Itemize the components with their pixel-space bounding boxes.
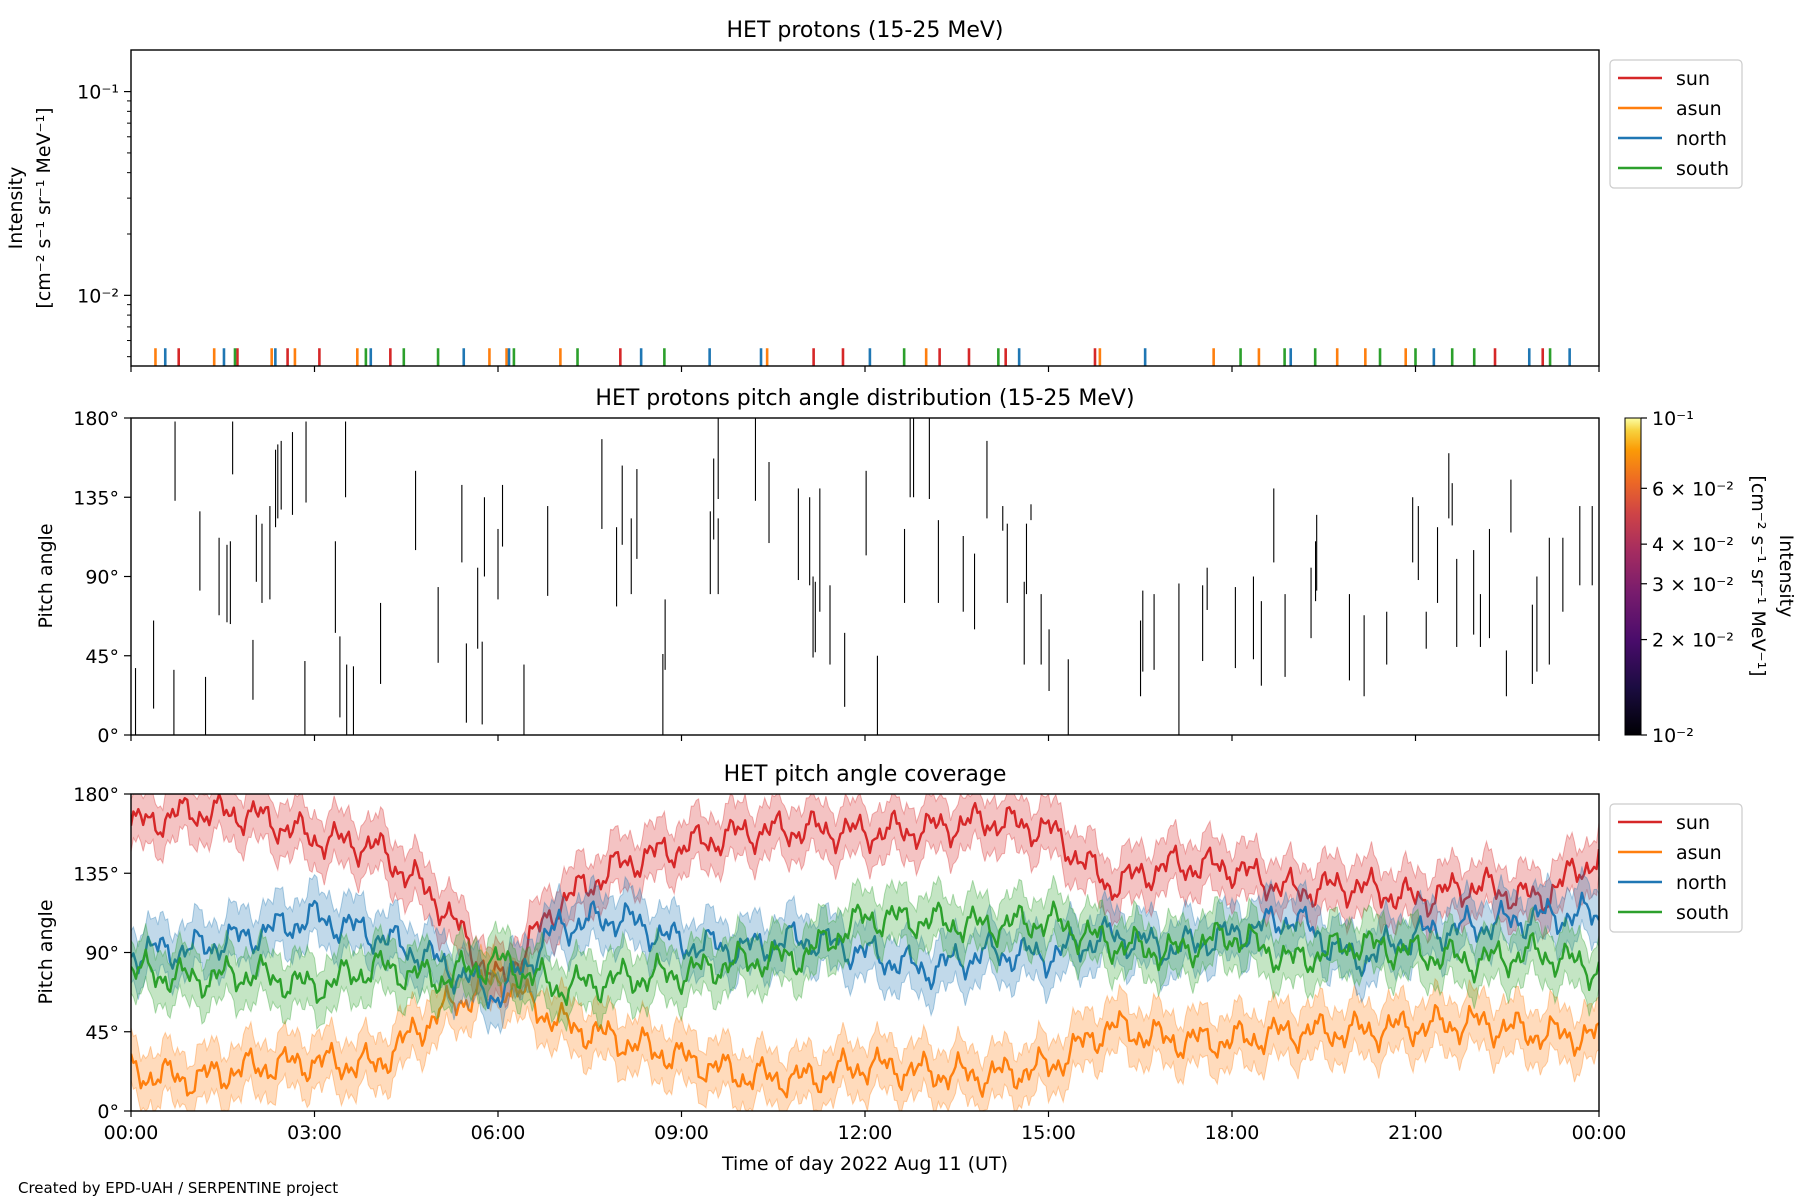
panel2-ytick-label: 135° — [73, 487, 119, 509]
panel1-data — [154, 348, 1571, 366]
panel-pitch-angle-distribution: HET protons pitch angle distribution (15… — [35, 386, 1797, 747]
band-north — [131, 866, 1599, 1035]
panel3-ytick-label: 0° — [97, 1101, 119, 1123]
colorbar-tick-label: 4 × 10⁻² — [1652, 534, 1734, 556]
legend3-label-north: north — [1676, 872, 1727, 894]
colorbar: 10⁻² 2 × 10⁻² 3 × 10⁻² 4 × 10⁻² 6 × 10⁻² 10⁻¹… — [1624, 408, 1797, 747]
panel3-xtick-label: 15:00 — [1021, 1122, 1076, 1144]
panel3-legend: sun asun north south — [1609, 803, 1743, 933]
legend3-label-asun: asun — [1676, 842, 1722, 864]
line-sun — [131, 794, 1599, 983]
legend1-label-south: south — [1676, 158, 1729, 180]
legend1-label-asun: asun — [1676, 98, 1722, 120]
line-south — [131, 900, 1599, 1007]
panel-intensity: HET protons (15-25 MeV) 10⁻² 10⁻¹ Intensi… — [5, 18, 1743, 372]
panel1-legend: sun asun north south — [1609, 59, 1743, 189]
panel3-ytick-label: 90° — [85, 943, 119, 965]
panel1-ylabel-line1: Intensity — [5, 167, 27, 250]
panel2-ylabel: Pitch angle — [35, 523, 57, 628]
panel3-ytick-label: 45° — [85, 1022, 119, 1044]
panel2-ytick-label: 90° — [85, 567, 119, 589]
panel-pitch-angle-coverage: HET pitch angle coverage 00:00 03:00 06:00… — [35, 762, 1743, 1175]
colorbar-tick-label: 2 × 10⁻² — [1652, 630, 1734, 652]
panel2-title: HET protons pitch angle distribution (15… — [595, 386, 1134, 411]
panel3-ylabel: Pitch angle — [35, 899, 57, 1004]
panel1-ylabel-line2: [cm⁻² s⁻¹ sr⁻¹ MeV⁻¹] — [33, 107, 55, 308]
panel3-data — [131, 794, 1599, 1111]
panel1-axes: 10⁻² 10⁻¹ — [77, 82, 1600, 372]
legend1-label-sun: sun — [1676, 68, 1710, 90]
colorbar-tick-label: 10⁻² — [1652, 725, 1694, 747]
colorbar-tick-label: 10⁻¹ — [1652, 408, 1694, 430]
panel3-xtick-label: 18:00 — [1205, 1122, 1260, 1144]
legend3-label-sun: sun — [1676, 812, 1710, 834]
colorbar-label-line1: Intensity — [1775, 535, 1797, 618]
legend1-label-north: north — [1676, 128, 1727, 150]
panel3-xtick-label: 12:00 — [838, 1122, 893, 1144]
panel1-ytick-label: 10⁻² — [77, 285, 119, 307]
panel3-xtick-label: 00:00 — [1572, 1122, 1627, 1144]
colorbar-ticks: 10⁻² 2 × 10⁻² 3 × 10⁻² 4 × 10⁻² 6 × 10⁻² 10⁻¹ — [1641, 408, 1734, 747]
panel2-ytick-label: 45° — [85, 646, 119, 668]
panel3-xtick-label: 09:00 — [654, 1122, 709, 1144]
panel2-axes: 0° 45° 90° 135° 180° — [73, 408, 1600, 747]
credit-text: Created by EPD-UAH / SERPENTINE project — [18, 1179, 338, 1197]
colorbar-tick-label: 3 × 10⁻² — [1652, 574, 1734, 596]
panel1-frame — [130, 49, 1600, 367]
panel3-ytick-label: 180° — [73, 784, 119, 806]
panel1-title: HET protons (15-25 MeV) — [727, 18, 1004, 43]
panel3-xtick-label: 21:00 — [1388, 1122, 1443, 1144]
panel3-ytick-label: 135° — [73, 863, 119, 885]
panel2-ytick-label: 0° — [97, 725, 119, 747]
panel2-data — [134, 418, 1593, 735]
panel3-xtick-label: 06:00 — [471, 1122, 526, 1144]
line-asun — [131, 969, 1599, 1099]
panel3-xtick-label: 03:00 — [287, 1122, 342, 1144]
panel1-ytick-label: 10⁻¹ — [77, 82, 119, 104]
colorbar-label-line2: [cm⁻² s⁻¹ sr⁻¹ MeV⁻¹] — [1747, 475, 1769, 676]
panel2-frame — [130, 417, 1600, 736]
panel3-axes: 00:00 03:00 06:00 09:00 12:00 15:00 18:00 21:00… — [73, 784, 1626, 1144]
band-asun — [131, 942, 1599, 1111]
panel2-ytick-label: 180° — [73, 408, 119, 430]
panel3-xlabel: Time of day 2022 Aug 11 (UT) — [721, 1153, 1008, 1175]
panel3-xtick-label: 00:00 — [104, 1122, 159, 1144]
legend3-label-south: south — [1676, 902, 1729, 924]
panel3-title: HET pitch angle coverage — [724, 762, 1007, 787]
colorbar-gradient — [1624, 417, 1642, 736]
band-south — [131, 874, 1599, 1032]
colorbar-tick-label: 6 × 10⁻² — [1652, 478, 1734, 500]
